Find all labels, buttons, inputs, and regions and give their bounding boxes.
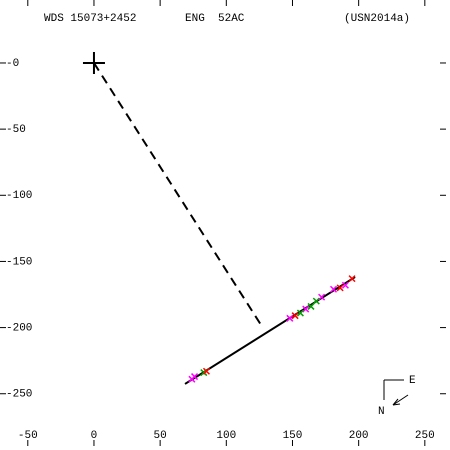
observation [291,312,299,320]
observation [336,284,344,292]
y-tick-label: -100 [6,190,32,202]
x-tick-label: 150 [283,430,303,442]
y-tick-label: -200 [6,322,32,334]
y-tick-label: -0 [6,58,19,70]
compass [383,379,409,406]
x-tick-label: 200 [349,430,369,442]
primary-star [82,51,105,74]
observation [296,309,304,317]
y-tick-label: -150 [6,256,32,268]
observation [202,367,210,375]
observation [329,285,338,293]
compass-arrowhead [392,398,401,406]
x-tick-label: 50 [154,430,167,442]
y-tick-label: -250 [6,389,32,401]
x-tick-label: -50 [18,430,38,442]
orbit-line [184,276,356,385]
x-tick-label: 250 [415,430,435,442]
observation [341,281,349,289]
compass-east: E [409,375,416,387]
compass-north: N [378,406,385,418]
x-tick-label: 0 [91,430,98,442]
observation [302,305,310,313]
observation [307,302,315,310]
y-tick-label: -50 [6,124,26,136]
chart-subtitle: ENG 52AC [185,13,245,25]
observation [191,373,199,381]
observation [286,314,294,322]
observation [318,293,326,301]
observation [312,297,320,305]
chart-title: WDS 15073+2452 [44,13,136,25]
x-tick-label: 100 [216,430,236,442]
node-line [93,62,264,329]
compass-arrow [392,394,409,406]
reference: (USN2014a) [344,13,410,25]
observation [348,275,356,283]
